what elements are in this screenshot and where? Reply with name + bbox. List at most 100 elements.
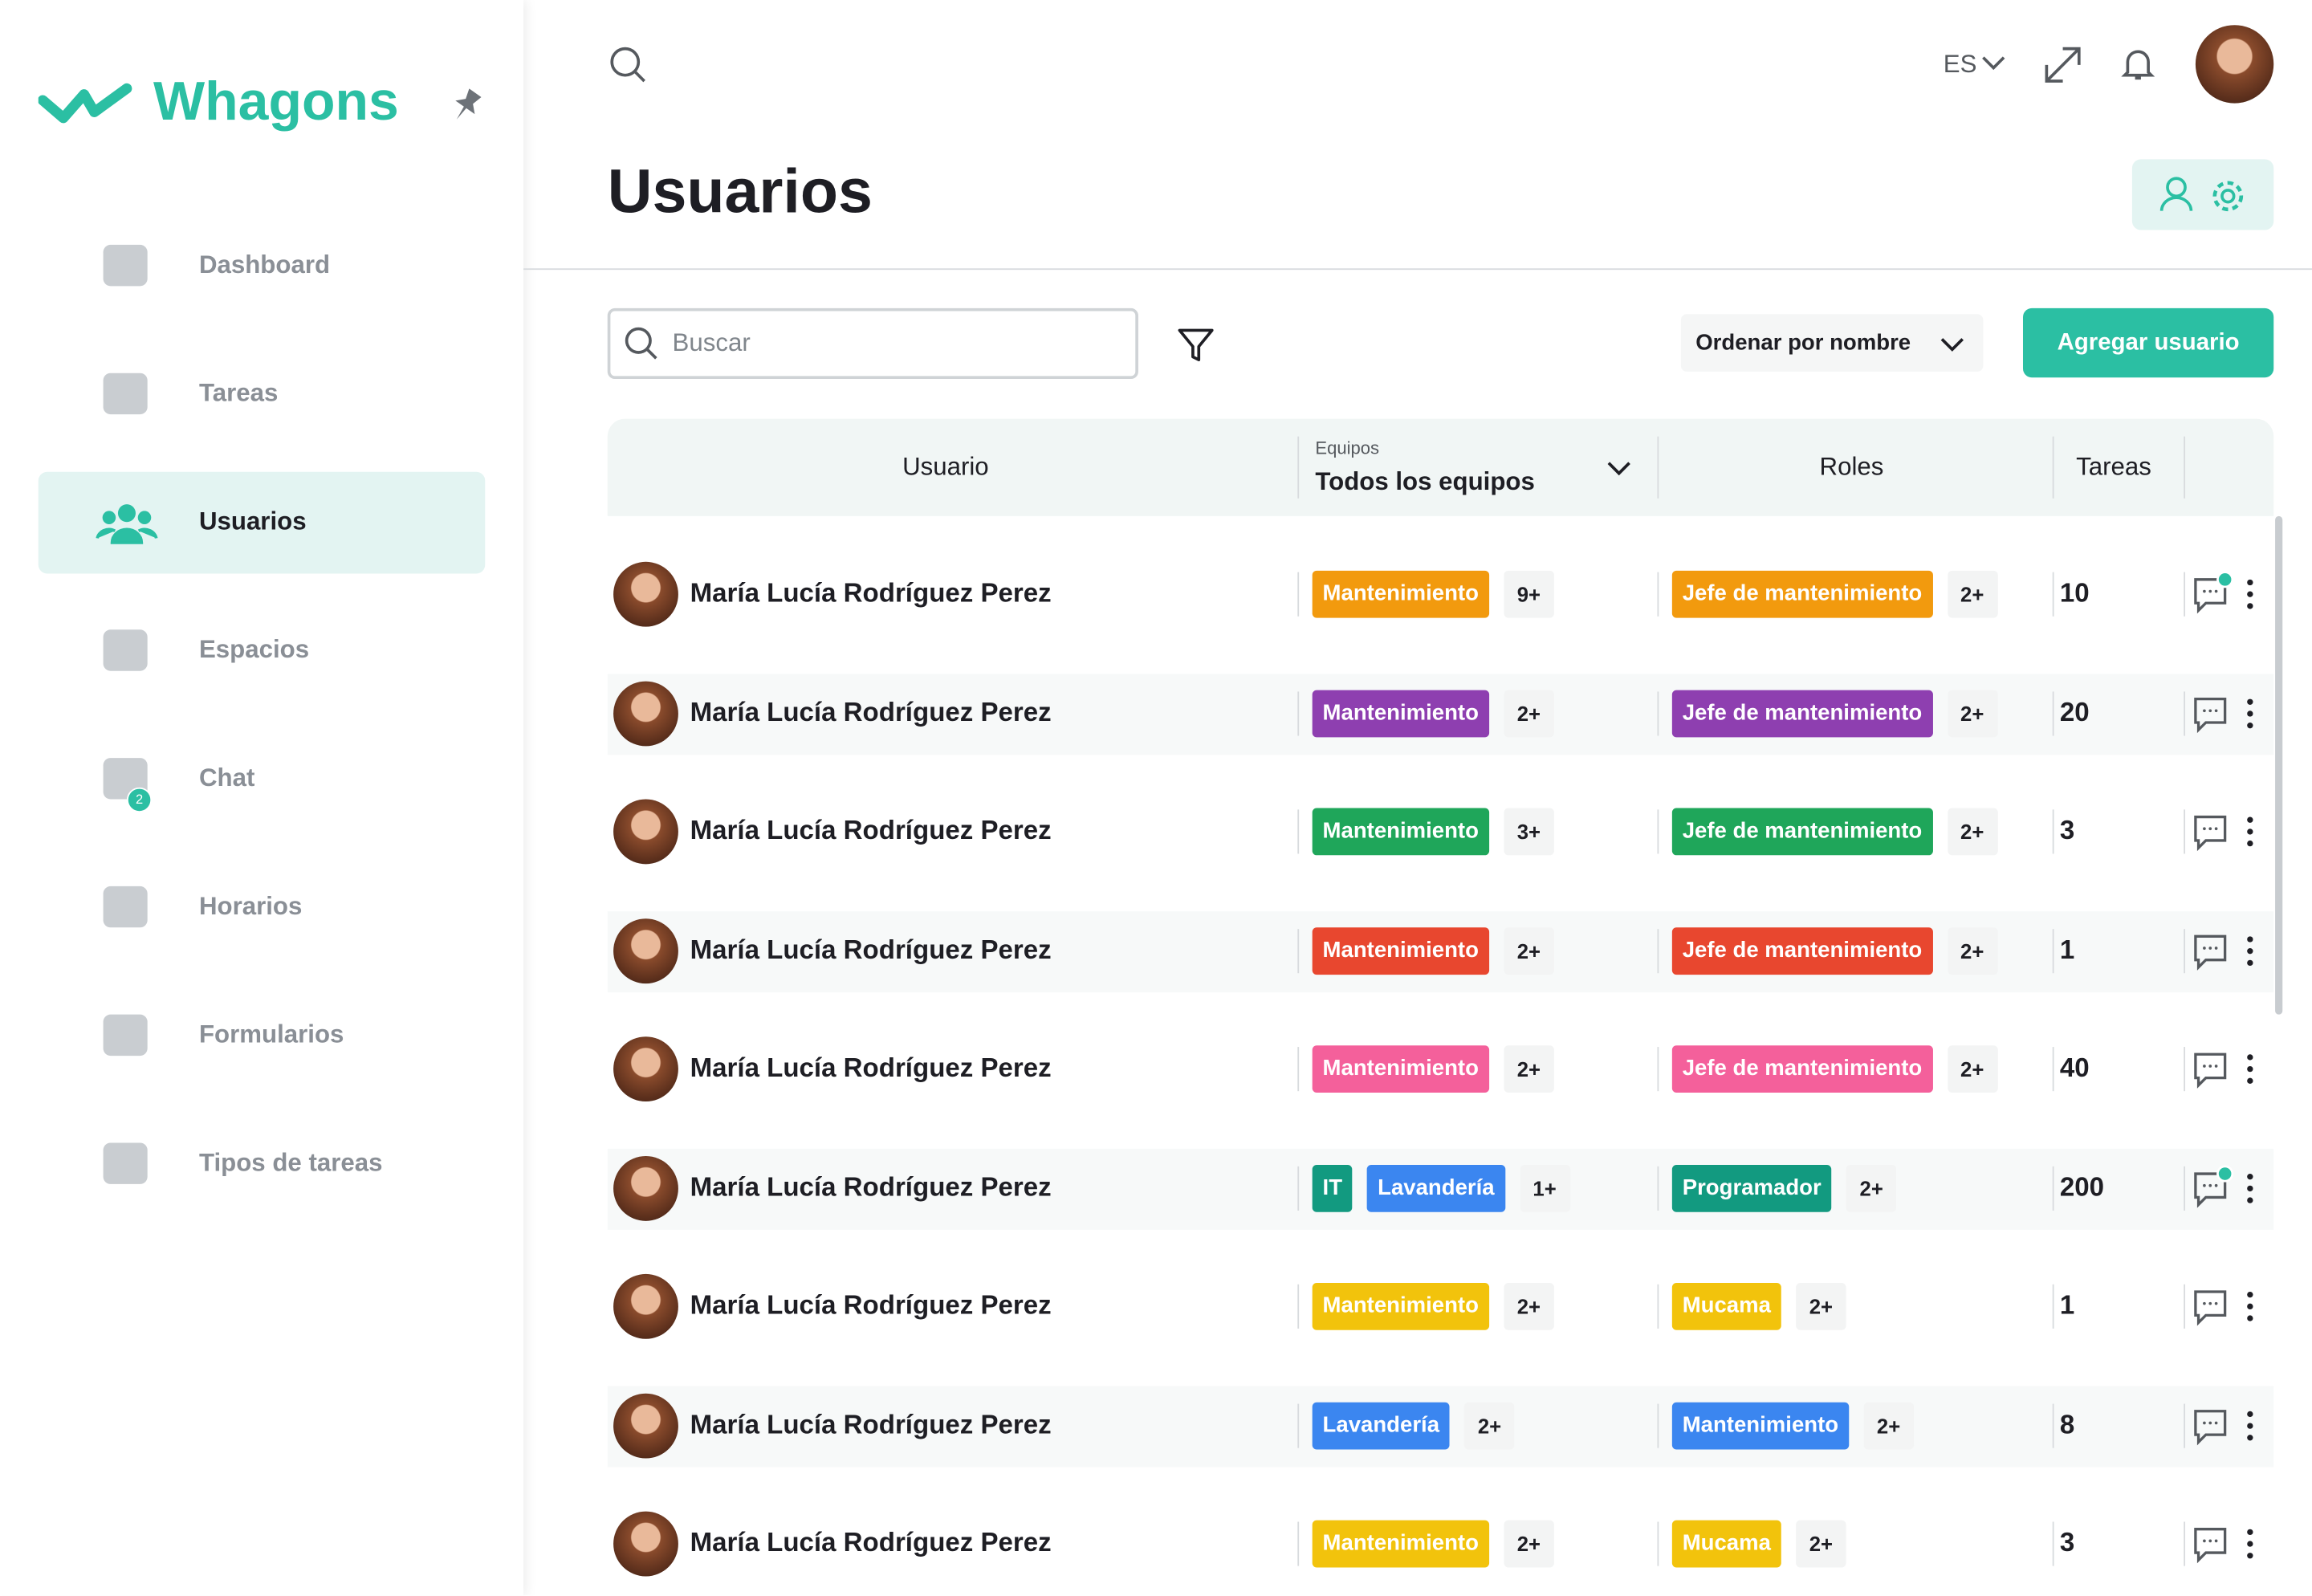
user-name: María Lucía Rodríguez Perez (690, 696, 1052, 727)
nav-label: Formularios (198, 1020, 344, 1048)
user-name: María Lucía Rodríguez Perez (690, 1527, 1052, 1557)
user-name: María Lucía Rodríguez Perez (690, 1052, 1052, 1083)
teams-more: 1+ (1519, 1164, 1570, 1211)
row-actions[interactable] (2192, 571, 2269, 618)
roles-more: 2+ (1947, 808, 1997, 856)
user-name: María Lucía Rodríguez Perez (690, 1171, 1052, 1202)
sort-dropdown[interactable]: Ordenar por nombre (1680, 314, 1984, 372)
roles-more: 2+ (1796, 1282, 1846, 1330)
filter-button[interactable] (1177, 326, 1215, 364)
column-separator (2052, 436, 2054, 499)
cell-separator (2052, 1165, 2054, 1211)
user-name: María Lucía Rodríguez Perez (690, 577, 1052, 608)
cell-separator (1657, 928, 1659, 973)
row-actions[interactable] (2192, 808, 2269, 856)
roles-more: 2+ (1863, 1401, 1914, 1449)
nav-label: Dashboard (198, 250, 331, 279)
teams-badge: IT (1312, 1164, 1353, 1211)
nav-item[interactable]: Tipos de tareas (39, 1114, 486, 1215)
teams-caret (1607, 462, 1630, 476)
sidebar: Whagons Dashboard Tareas Usuarios Espacios 2… (0, 0, 524, 1596)
cell-separator (1297, 1165, 1300, 1211)
nav-badge: 2 (126, 787, 153, 813)
user-avatar (613, 1392, 678, 1458)
user-avatar (613, 680, 678, 746)
cell-separator (2184, 690, 2186, 735)
teams-more: 2+ (1504, 1045, 1554, 1093)
user-name: María Lucía Rodríguez Perez (690, 934, 1052, 964)
user-avatar (613, 799, 678, 865)
cell-separator (1297, 572, 1300, 617)
notifications-button[interactable] (2120, 46, 2155, 84)
user-avatar (613, 1155, 678, 1220)
teams-more: 2+ (1504, 689, 1554, 737)
cell-separator (2052, 1521, 2054, 1566)
search-input[interactable]: Buscar (607, 307, 1138, 380)
user-avatar (613, 561, 678, 627)
add-user-button[interactable]: Agregar usuario (2022, 307, 2274, 378)
cell-separator (1297, 1521, 1300, 1566)
scrollbar[interactable] (2275, 515, 2283, 1015)
nav-item[interactable]: Espacios (39, 601, 486, 702)
roles-more: 2+ (1796, 1520, 1846, 1568)
language[interactable]: ES (1943, 50, 1977, 79)
nav-label: Usuarios (198, 507, 307, 535)
roles-badge: Mucama (1671, 1520, 1781, 1568)
row-actions[interactable] (2192, 1521, 2269, 1568)
cell-separator (1657, 1165, 1659, 1211)
user-avatar (613, 1273, 678, 1339)
roles-badge: Jefe de mantenimiento (1671, 926, 1933, 975)
nav-item[interactable]: Horarios (39, 857, 486, 959)
row-actions[interactable] (2192, 1402, 2269, 1449)
cell-separator (2184, 572, 2186, 617)
teams-more: 2+ (1464, 1401, 1515, 1449)
cell-separator (2184, 1047, 2186, 1092)
cell-separator (1657, 1284, 1659, 1329)
profile-avatar[interactable] (2195, 25, 2274, 104)
nav-item[interactable]: Formularios (39, 985, 486, 1087)
cell-separator (2052, 1047, 2054, 1092)
pin-button[interactable] (446, 86, 486, 127)
row-actions[interactable] (2192, 1283, 2269, 1330)
roles-badge: Jefe de mantenimiento (1671, 1045, 1933, 1093)
logo-mark (38, 83, 132, 124)
row-actions[interactable] (2192, 1045, 2269, 1093)
teams-badge: Mantenimiento (1312, 689, 1489, 737)
roles-more: 2+ (1947, 1045, 1997, 1093)
row-actions[interactable] (2192, 690, 2269, 737)
nav-item[interactable]: Tareas (39, 344, 486, 446)
fullscreen-button[interactable] (2042, 44, 2083, 85)
column-separator (2184, 436, 2186, 499)
roles-badge: Jefe de mantenimiento (1671, 808, 1933, 856)
column-header: Tareas (2076, 452, 2151, 481)
cell-separator (2184, 1521, 2186, 1566)
column-separator (1657, 436, 1659, 499)
teams-more: 9+ (1504, 570, 1554, 618)
nav-item[interactable]: 2 Chat (39, 728, 486, 830)
logo: Whagons (153, 71, 399, 132)
teams-filter[interactable]: Todos los equipos (1315, 467, 1535, 496)
row-actions[interactable] (2192, 926, 2269, 974)
nav-label: Espacios (198, 635, 310, 664)
nav-item[interactable]: Dashboard (39, 215, 486, 317)
teams-badge: Mantenimiento (1312, 808, 1489, 856)
teams-badge: Lavandería (1367, 1164, 1505, 1211)
roles-badge: Jefe de mantenimiento (1671, 689, 1933, 737)
cell-separator (1657, 1047, 1659, 1092)
teams-more: 2+ (1504, 1282, 1554, 1330)
task-count: 200 (2059, 1171, 2105, 1202)
cell-separator (1657, 572, 1659, 617)
user-settings-button[interactable] (2131, 159, 2274, 230)
nav-item[interactable]: Usuarios (38, 471, 486, 574)
user-name: María Lucía Rodríguez Perez (690, 1290, 1052, 1320)
teams-more: 2+ (1504, 926, 1554, 975)
table-header (607, 418, 2274, 516)
teams-more: 2+ (1504, 1520, 1554, 1568)
cell-separator (1297, 809, 1300, 854)
cell-separator (2052, 928, 2054, 973)
roles-badge: Mucama (1671, 1282, 1781, 1330)
roles-more: 2+ (1947, 570, 1997, 618)
search-icon[interactable] (608, 44, 649, 85)
row-actions[interactable] (2192, 1164, 2269, 1211)
cell-separator (1657, 1403, 1659, 1447)
